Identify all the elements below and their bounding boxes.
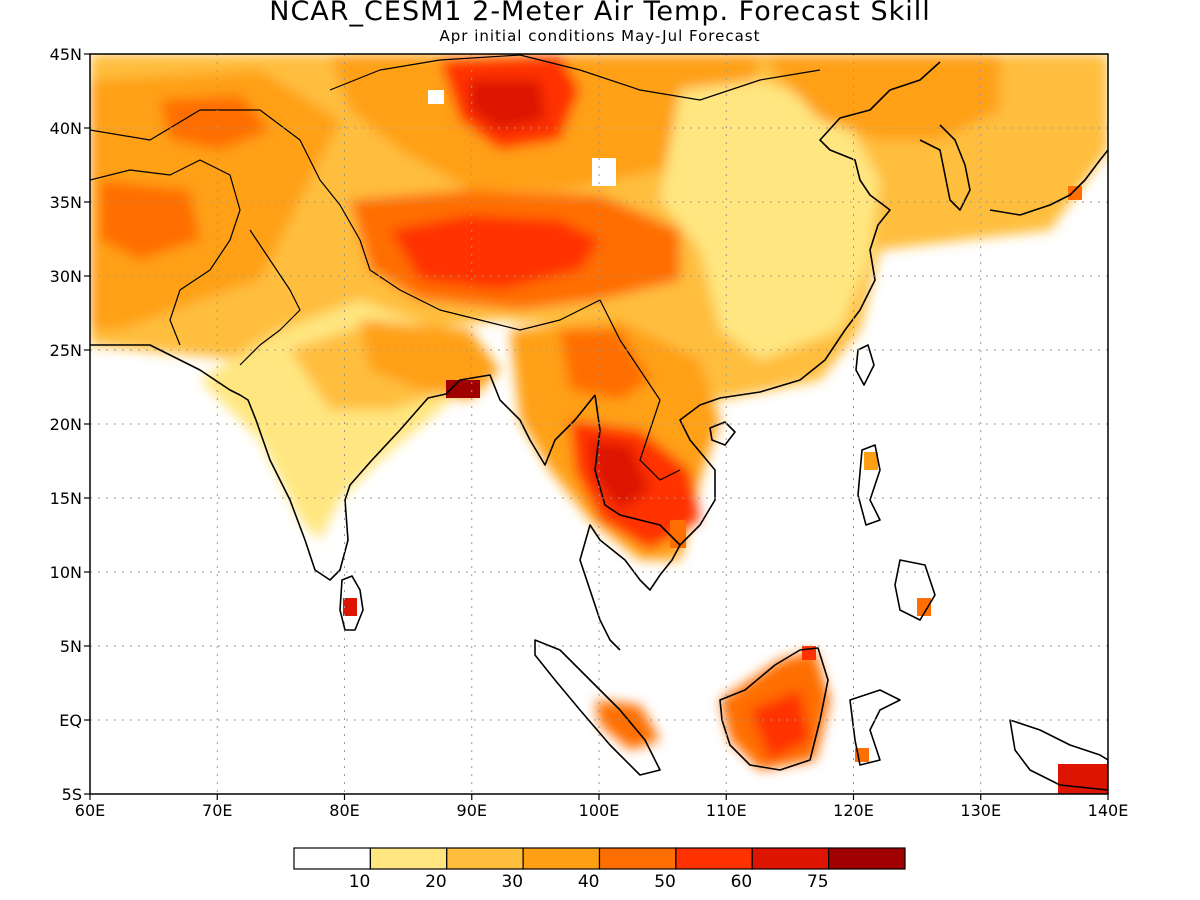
coastline-sumatra — [534, 639, 661, 776]
skill-region-sumatra — [595, 700, 660, 750]
lat-tick-label: 20N — [50, 415, 82, 434]
skill-region-myanmar — [560, 330, 650, 400]
coastline-china — [719, 61, 941, 399]
chart-title: NCAR_CESM1 2-Meter Air Temp. Forecast Sk… — [269, 0, 931, 27]
colorbar-swatch — [369, 847, 448, 870]
skill-patch-luzon — [864, 452, 878, 470]
lat-tick-label: 40N — [50, 119, 82, 138]
coastline-sri-lanka — [339, 575, 364, 631]
lat-tick-label: 5N — [60, 637, 82, 656]
colorbar-label: 30 — [501, 872, 523, 892]
skill-region-tarim-core — [470, 80, 545, 130]
skill-region-east-china — [660, 80, 880, 360]
coastlines — [90, 54, 1108, 791]
skill-patch-japan — [1068, 186, 1082, 200]
colorbar-swatch — [522, 847, 601, 870]
skill-region-iran — [90, 70, 340, 330]
lon-tick-label: 90E — [457, 801, 487, 820]
colorbar-label: 75 — [807, 872, 829, 892]
lon-tick-label: 130E — [960, 801, 1001, 820]
colorbar-swatch — [293, 847, 371, 870]
forecast-skill-field — [90, 54, 1108, 794]
coastline-sea-peninsula — [579, 394, 681, 651]
gridlines — [90, 54, 1108, 794]
colorbar-swatch — [598, 847, 677, 870]
skill-region-iran-core — [100, 180, 200, 260]
coastline-mindanao — [894, 559, 936, 621]
border-central-asia — [90, 109, 601, 331]
coastline-new-guinea — [1009, 719, 1108, 791]
coastline-sulawesi — [849, 689, 901, 766]
skill-region-borneo-core — [750, 690, 810, 760]
lat-tick-label: 10N — [50, 563, 82, 582]
colorbar-label: 40 — [578, 872, 600, 892]
border-india-pakistan — [239, 229, 301, 366]
skill-patch-mongolia-white — [428, 90, 444, 104]
lat-tick-label: 25N — [50, 341, 82, 360]
lat-tick-label: 45N — [50, 45, 82, 64]
coastline-taiwan — [855, 344, 875, 386]
lon-tick-label: 140E — [1088, 801, 1129, 820]
lat-tick-label: 5S — [62, 785, 82, 804]
lat-tick-label: EQ — [59, 711, 82, 730]
coastline-japan — [989, 149, 1108, 216]
skill-region-northeast-china — [760, 54, 1000, 140]
lon-tick-label: 110E — [706, 801, 747, 820]
skill-patch-mindanao — [917, 598, 931, 616]
lon-tick-label: 100E — [579, 801, 620, 820]
lat-tick-label: 35N — [50, 193, 82, 212]
skill-region-thailand-core — [590, 440, 650, 510]
colorbar-label: 60 — [731, 872, 753, 892]
border-iran-afghan — [90, 159, 241, 346]
coastline-india — [90, 344, 596, 581]
colorbar-label: 50 — [654, 872, 676, 892]
colorbar-swatch — [446, 847, 524, 870]
coastline-vietnam — [679, 397, 721, 546]
skill-region-kazakh — [160, 95, 270, 150]
skill-patch-sri-lanka — [343, 598, 357, 616]
border-china-mongolia — [329, 54, 821, 101]
coastline-luzon — [857, 444, 881, 526]
lat-tick-label: 15N — [50, 489, 82, 508]
colorbar-swatch — [675, 847, 753, 870]
skill-region-tibet-core — [390, 215, 600, 290]
skill-patch-vietnam — [670, 520, 686, 548]
lon-tick-label: 120E — [833, 801, 874, 820]
lon-tick-label: 80E — [329, 801, 359, 820]
colorbar-swatch — [828, 847, 906, 870]
chart-subtitle: Apr initial conditions May-Jul Forecast — [439, 27, 761, 45]
border-sea — [599, 299, 681, 481]
colorbar-label: 10 — [349, 872, 371, 892]
colorbar-swatch — [751, 847, 830, 870]
lon-tick-label: 60E — [75, 801, 105, 820]
coastline-hainan — [709, 421, 736, 446]
skill-patch-gobi-white — [592, 158, 616, 186]
axis-ticks: 60E 70E 80E 90E 100E 110E 120E 130E 140E 5S EQ 5N 10… — [50, 45, 1129, 820]
lat-tick-label: 30N — [50, 267, 82, 286]
lon-tick-label: 70E — [202, 801, 232, 820]
colorbar: 10 20 30 40 50 60 75 — [293, 847, 906, 892]
coastline-korea — [919, 124, 971, 211]
colorbar-label: 20 — [425, 872, 447, 892]
